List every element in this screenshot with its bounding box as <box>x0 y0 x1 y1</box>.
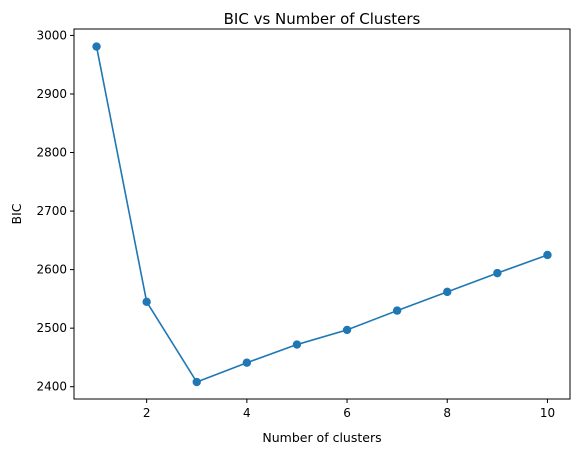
y-tick-label: 2600 <box>36 263 67 277</box>
y-tick-label: 2800 <box>36 146 67 160</box>
y-axis-label: BIC <box>9 203 24 224</box>
y-tick-label: 2900 <box>36 87 67 101</box>
x-tick-label: 6 <box>343 406 351 420</box>
data-point <box>493 268 502 278</box>
data-point <box>142 297 151 307</box>
data-point <box>92 42 101 51</box>
plot-frame <box>73 28 571 400</box>
x-axis: 2 4 6 8 10 <box>143 399 555 420</box>
data-point <box>392 306 402 315</box>
data-point <box>342 325 352 335</box>
plot-area <box>92 42 552 387</box>
x-tick-label: 2 <box>143 406 151 420</box>
x-tick-label: 10 <box>540 406 555 420</box>
data-point <box>543 250 552 260</box>
data-point <box>192 377 201 387</box>
data-point <box>242 358 252 367</box>
y-tick-label: 3000 <box>36 28 67 42</box>
data-point <box>292 340 302 349</box>
data-point <box>443 287 452 297</box>
series-line <box>95 46 548 384</box>
y-tick-label: 2500 <box>36 321 67 335</box>
x-tick-label: 8 <box>443 406 451 420</box>
y-tick-label: 2400 <box>36 380 67 394</box>
chart-title: BIC vs Number of Clusters <box>224 10 421 28</box>
y-tick-label: 2700 <box>36 204 67 218</box>
y-axis: 2400 2500 2600 2700 2800 2900 3000 <box>36 28 74 394</box>
x-tick-label: 4 <box>243 406 251 420</box>
x-axis-label: Number of clusters <box>262 430 381 445</box>
